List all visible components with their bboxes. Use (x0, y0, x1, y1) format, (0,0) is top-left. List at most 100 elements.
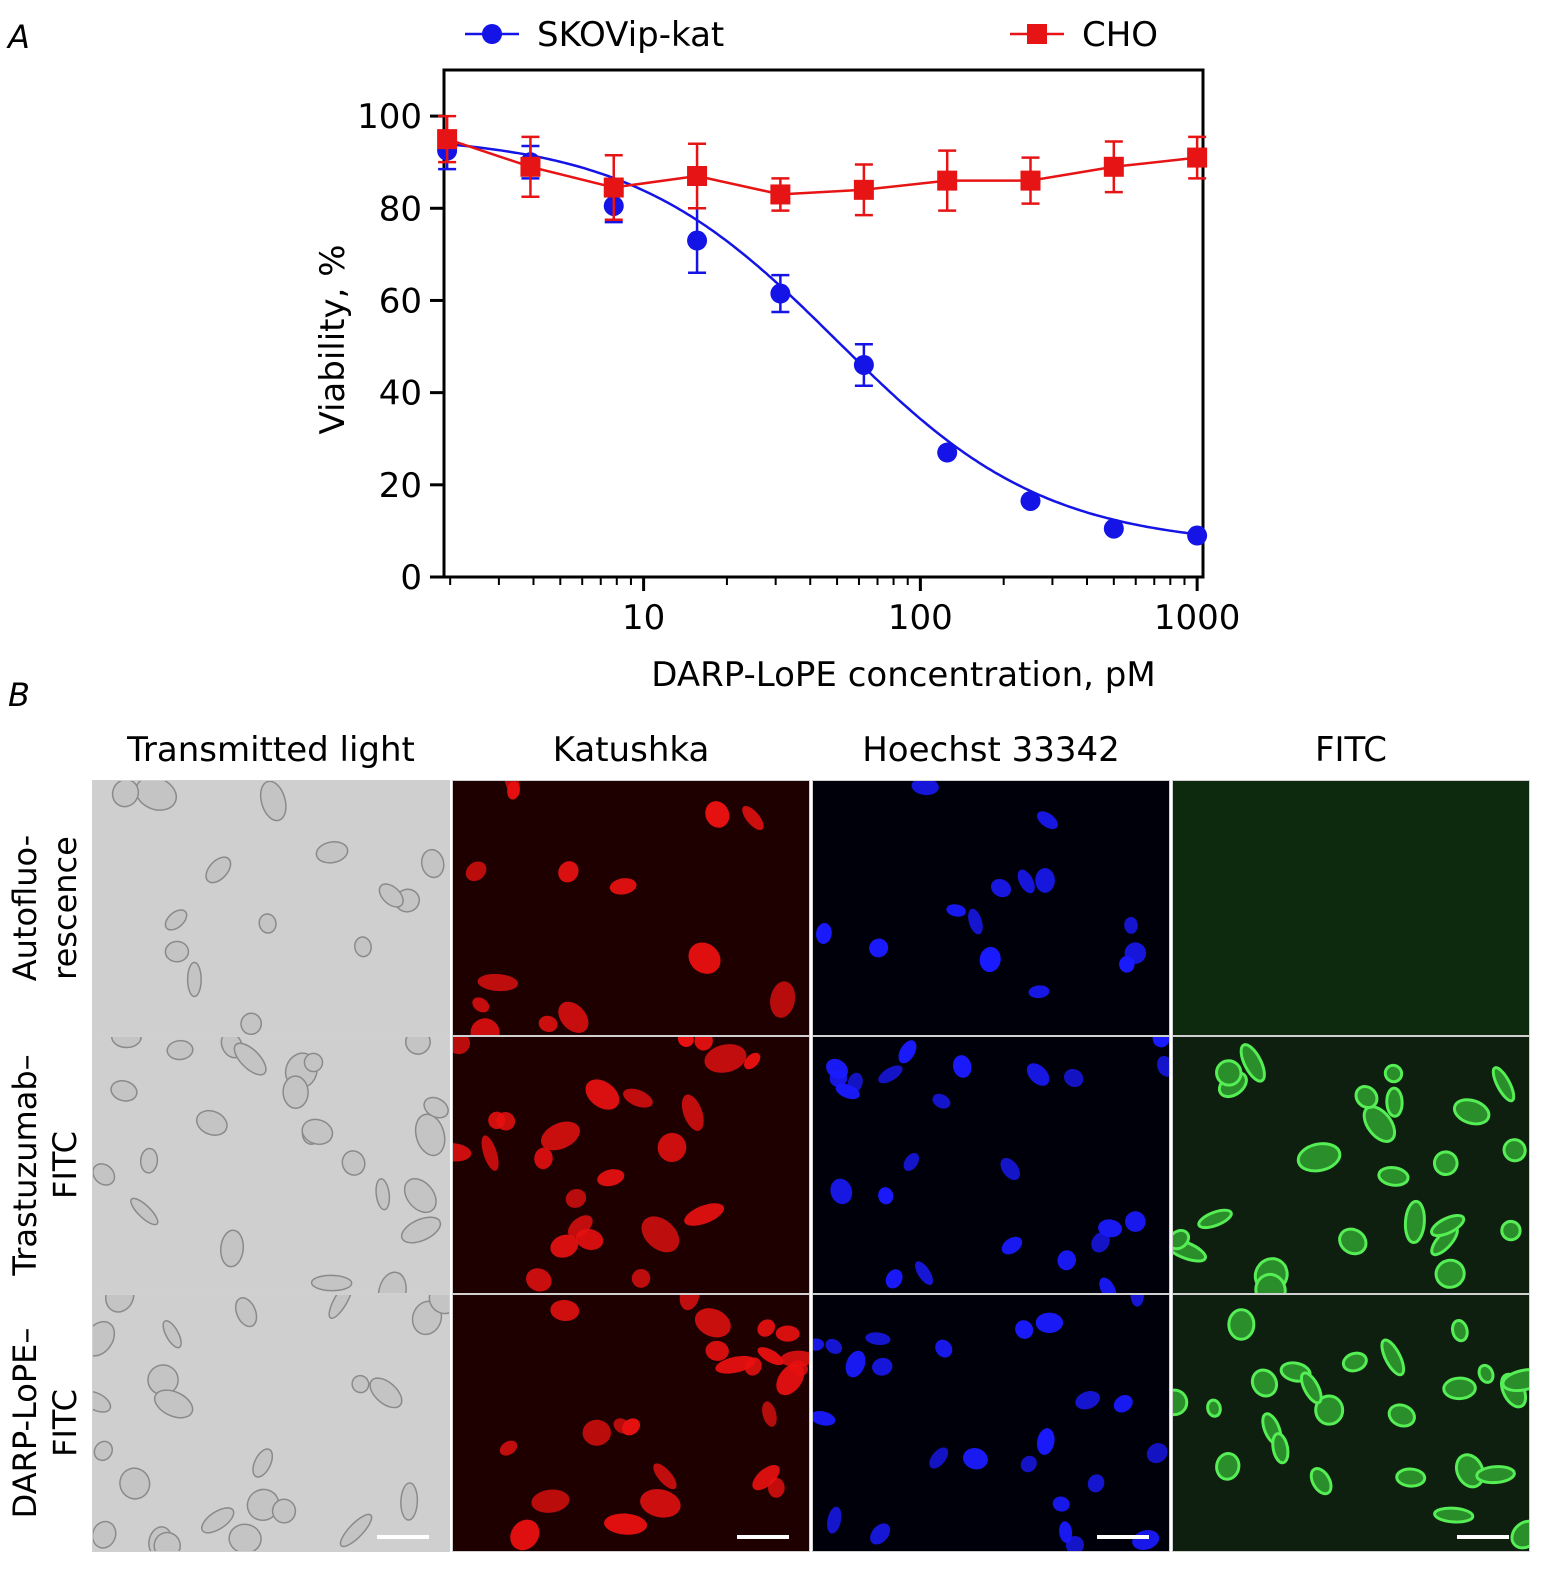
micrograph-image (1173, 1308, 1529, 1550)
cell (1028, 985, 1050, 999)
plot-frame (442, 68, 1205, 579)
cell (1341, 1351, 1368, 1373)
cell (233, 1042, 267, 1076)
cell (872, 1357, 893, 1376)
y-tick-label: 40 (379, 374, 422, 414)
cell (770, 981, 796, 1018)
cell (744, 1357, 762, 1376)
data-point (937, 442, 958, 463)
cell (1124, 916, 1138, 934)
data-point (1187, 147, 1208, 168)
cell (164, 909, 188, 931)
y-tick-label: 80 (379, 189, 422, 229)
cell (205, 856, 232, 884)
data-point (770, 184, 791, 205)
cell (1075, 1390, 1100, 1410)
cell (1296, 1142, 1342, 1173)
cell (1338, 1227, 1368, 1256)
cell (609, 878, 637, 895)
legend-label: CHO (1082, 15, 1158, 55)
cell (1065, 1535, 1085, 1551)
data-point (520, 156, 541, 177)
cell (653, 1463, 677, 1490)
cell (93, 1163, 116, 1186)
cell (1354, 1085, 1379, 1110)
cell (1197, 1208, 1233, 1230)
cell (1119, 956, 1135, 973)
cell (164, 940, 190, 963)
cell (282, 1075, 309, 1109)
y-tick-label: 100 (357, 97, 422, 137)
cell (496, 1111, 516, 1131)
y-tick-label: 20 (379, 466, 422, 506)
cell (1206, 1398, 1222, 1418)
cell (1433, 1506, 1475, 1524)
cell (1434, 1258, 1466, 1289)
data-point (1103, 156, 1124, 177)
data-point (1103, 518, 1124, 539)
legend-marker (1027, 24, 1047, 44)
cell (1300, 1371, 1323, 1405)
cell (400, 1482, 419, 1521)
cell (252, 1448, 274, 1478)
cell (1271, 1432, 1290, 1465)
cell (139, 1147, 159, 1174)
cell (93, 1520, 117, 1549)
cell (641, 1216, 680, 1253)
micrograph-fitc-row2 (1172, 1036, 1530, 1294)
cell (979, 946, 1001, 973)
cell (303, 1052, 324, 1073)
cell (915, 1261, 933, 1286)
micrograph-katushka-row2 (452, 1036, 810, 1294)
cell (631, 1269, 651, 1288)
cell (166, 1039, 194, 1061)
cell (990, 878, 1012, 898)
cell (377, 1271, 407, 1293)
cell (258, 913, 277, 934)
cell (929, 1447, 949, 1469)
micrograph-image (813, 1295, 1168, 1551)
cell (550, 1234, 579, 1258)
cell (757, 1347, 784, 1366)
cell (550, 1299, 580, 1322)
cell (1059, 1521, 1073, 1543)
cell (1254, 1272, 1287, 1293)
cell (1387, 1403, 1416, 1428)
cell (1020, 1455, 1037, 1473)
cell (1035, 868, 1055, 893)
data-point (770, 283, 791, 304)
cell (762, 1401, 777, 1427)
cell (657, 1132, 687, 1162)
series-line (446, 137, 1198, 196)
cell (679, 1295, 700, 1311)
cell (911, 781, 939, 796)
cell (1395, 1467, 1427, 1488)
cell (378, 883, 404, 908)
micrograph-image (1173, 781, 1529, 1035)
cell (582, 1419, 611, 1446)
row-label-autofluorescence: Autofluo- rescence (0, 780, 90, 1036)
cell (1152, 1037, 1169, 1048)
cell (1087, 1474, 1105, 1493)
micrograph-transmitted-row1 (92, 780, 450, 1036)
micrograph-image (111, 781, 445, 1035)
cell (813, 1410, 836, 1426)
cell (558, 1001, 589, 1033)
micrograph-image (499, 1295, 809, 1551)
cell (534, 1147, 553, 1170)
cell (968, 908, 983, 935)
cell (339, 1513, 373, 1548)
micrograph-transmitted-row3 (92, 1294, 450, 1552)
cell (585, 1079, 620, 1110)
data-point (437, 129, 458, 150)
x-axis-label: DARP-LoPE concentration, pM (651, 655, 1155, 695)
y-tick-label: 60 (379, 281, 422, 321)
scale-bar (737, 1535, 789, 1539)
cell (1380, 1338, 1406, 1377)
cell (423, 1096, 449, 1119)
micrograph-image (465, 781, 796, 1035)
cell (869, 938, 889, 958)
cell (481, 1135, 499, 1171)
cell (704, 1044, 747, 1073)
cell (742, 805, 764, 831)
